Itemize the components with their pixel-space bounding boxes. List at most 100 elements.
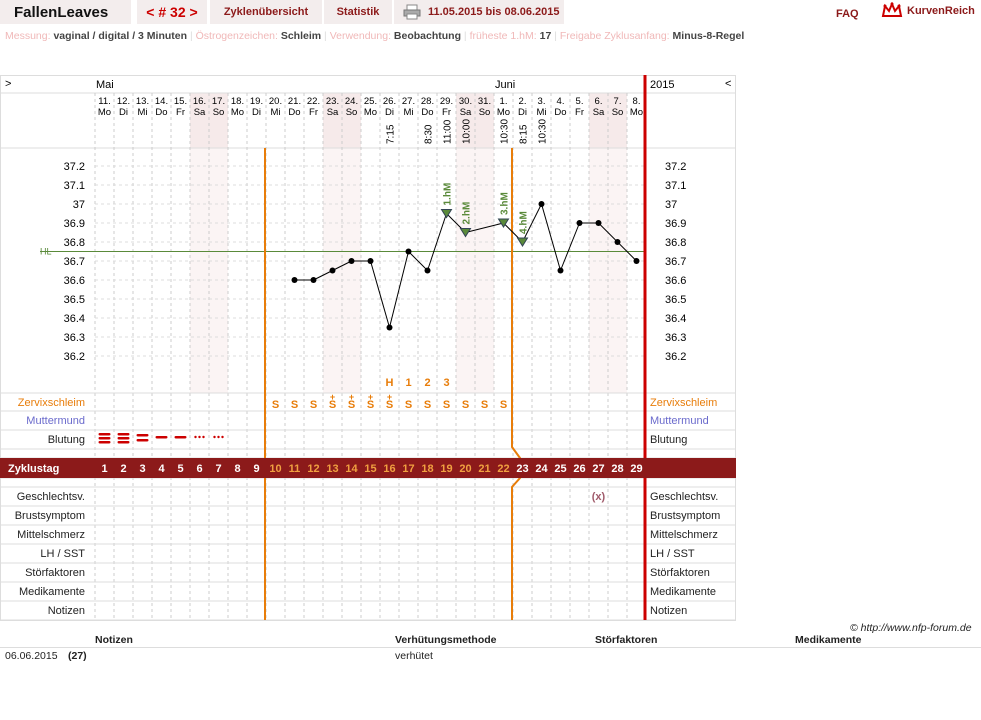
temp-line bbox=[313, 270, 333, 281]
setting-value: vaginal / digital / 3 Minuten bbox=[53, 30, 190, 42]
cycle-day-number: 2 bbox=[120, 463, 126, 475]
top-bar: FallenLeaves < # 32 > Zyklenübersicht St… bbox=[0, 0, 981, 24]
row-label-right-cervix: Muttermund bbox=[650, 415, 709, 427]
mucus-symbol: S bbox=[462, 399, 469, 411]
settings-separator: | bbox=[189, 30, 196, 42]
cycle-number[interactable]: < # 32 > bbox=[146, 4, 198, 20]
copyright: © http://www.nfp-forum.de bbox=[850, 622, 972, 634]
temp-line bbox=[522, 203, 542, 243]
time-label: 10:30 bbox=[500, 119, 511, 144]
y-tick: 37.1 bbox=[64, 180, 85, 192]
y-tick: 36.5 bbox=[64, 294, 85, 306]
mucus-symbol: S bbox=[405, 399, 412, 411]
date-label: 21. bbox=[288, 96, 301, 107]
hm-temp-point bbox=[459, 228, 472, 238]
date-label: 2. bbox=[519, 96, 527, 107]
time-label: 10:00 bbox=[462, 119, 473, 144]
cycle-day-number: 1 bbox=[101, 463, 107, 475]
settings-separator: | bbox=[554, 30, 560, 42]
row-label-right-breast: Brustsymptom bbox=[650, 510, 720, 522]
y-tick: 36.9 bbox=[64, 218, 85, 230]
setting-value: Minus-8-Regel bbox=[672, 30, 745, 42]
weekday-label: Do bbox=[421, 107, 433, 118]
y-tick-right: 36.9 bbox=[665, 218, 686, 230]
y-tick: 37.2 bbox=[64, 161, 85, 173]
temp-line bbox=[427, 213, 447, 271]
bleeding-mark bbox=[155, 436, 168, 439]
cycle-day-number: 12 bbox=[307, 463, 319, 475]
cycle-day-number: 22 bbox=[497, 463, 509, 475]
time-label: 7:15 bbox=[386, 124, 397, 144]
weekend-shade bbox=[342, 148, 361, 393]
username-box: FallenLeaves bbox=[0, 0, 131, 24]
date-label: 11. bbox=[98, 96, 111, 107]
date-label: 26. bbox=[383, 96, 396, 107]
bleeding-mark bbox=[136, 439, 149, 442]
date-label: 29. bbox=[440, 96, 453, 107]
cycle-day-number: 16 bbox=[383, 463, 395, 475]
tab-cycle-overview[interactable]: Zyklenübersicht bbox=[210, 0, 322, 24]
setting-label: Verwendung: bbox=[329, 30, 394, 42]
weekday-label: Mo bbox=[231, 107, 244, 118]
mucus-plus: + bbox=[349, 392, 354, 402]
row-label-right-notes: Notizen bbox=[650, 605, 687, 617]
weekday-label: Sa bbox=[593, 107, 605, 118]
settings-bar: Messung: vaginal / digital / 3 Minuten |… bbox=[5, 30, 744, 42]
y-tick-right: 36.2 bbox=[665, 351, 686, 363]
date-label: 13. bbox=[136, 96, 149, 107]
temp-line bbox=[560, 222, 580, 271]
weekday-label: Fr bbox=[176, 107, 185, 118]
date-label: 18. bbox=[231, 96, 244, 107]
date-label: 4. bbox=[557, 96, 565, 107]
temp-point bbox=[614, 239, 621, 245]
intercourse-mark: (x) bbox=[592, 491, 606, 503]
cycle-day-number: 7 bbox=[215, 463, 221, 475]
date-label: 8. bbox=[633, 96, 641, 107]
mucus-symbol: S bbox=[329, 399, 336, 411]
weekday-label: Mi bbox=[137, 107, 147, 118]
row-label-cycle-day: Zyklustag bbox=[8, 463, 59, 475]
tab-statistics-label: Statistik bbox=[336, 6, 380, 18]
date-label: 31. bbox=[478, 96, 491, 107]
weekday-label: So bbox=[479, 107, 491, 118]
printer-icon[interactable] bbox=[402, 4, 422, 20]
mucus-symbol: S bbox=[481, 399, 488, 411]
date-label: 20. bbox=[269, 96, 282, 107]
kurvenreich-logo[interactable]: KurvenReich bbox=[881, 2, 981, 22]
y-tick-right: 36.4 bbox=[665, 313, 686, 325]
mucus-symbol: S bbox=[443, 399, 450, 411]
y-tick-right: 36.3 bbox=[665, 332, 686, 344]
weekday-label: Di bbox=[385, 107, 394, 118]
y-tick-right: 37 bbox=[665, 199, 677, 211]
faq-link[interactable]: FAQ bbox=[836, 8, 859, 20]
weekend-shade bbox=[342, 93, 361, 148]
cycle-day-number: 15 bbox=[364, 463, 376, 475]
hm-label: 4.hM bbox=[519, 211, 530, 234]
weekend-shade bbox=[190, 148, 209, 393]
weekday-label: Do bbox=[155, 107, 167, 118]
cycle-day-number: 10 bbox=[269, 463, 281, 475]
peak-label: H bbox=[386, 377, 394, 389]
tab-statistics[interactable]: Statistik bbox=[324, 0, 392, 24]
weekend-shade bbox=[209, 93, 228, 148]
temp-point bbox=[367, 258, 374, 264]
temp-point bbox=[386, 324, 393, 331]
cycle-day-number: 11 bbox=[289, 463, 301, 475]
setting-label: Messung: bbox=[5, 30, 54, 42]
mucus-symbol: S bbox=[367, 399, 374, 411]
cycle-day-number: 24 bbox=[535, 463, 548, 475]
setting-value: 17 bbox=[539, 30, 555, 42]
cycle-day-bar bbox=[0, 458, 736, 478]
disturb-header: Störfaktoren bbox=[595, 634, 658, 646]
logo-text: KurvenReich bbox=[907, 5, 975, 17]
y-tick: 36.4 bbox=[64, 313, 85, 325]
weekday-label: Sa bbox=[460, 107, 472, 118]
cycle-navigator[interactable]: < # 32 > bbox=[137, 0, 207, 24]
meds-header: Medikamente bbox=[795, 634, 862, 646]
mucus-plus: + bbox=[368, 392, 373, 402]
setting-value: Beobachtung bbox=[393, 30, 464, 42]
weekday-label: So bbox=[213, 107, 225, 118]
cycle-day-number: 23 bbox=[516, 463, 528, 475]
cycle-day-number: 5 bbox=[177, 463, 183, 475]
notes-divider bbox=[0, 647, 981, 648]
